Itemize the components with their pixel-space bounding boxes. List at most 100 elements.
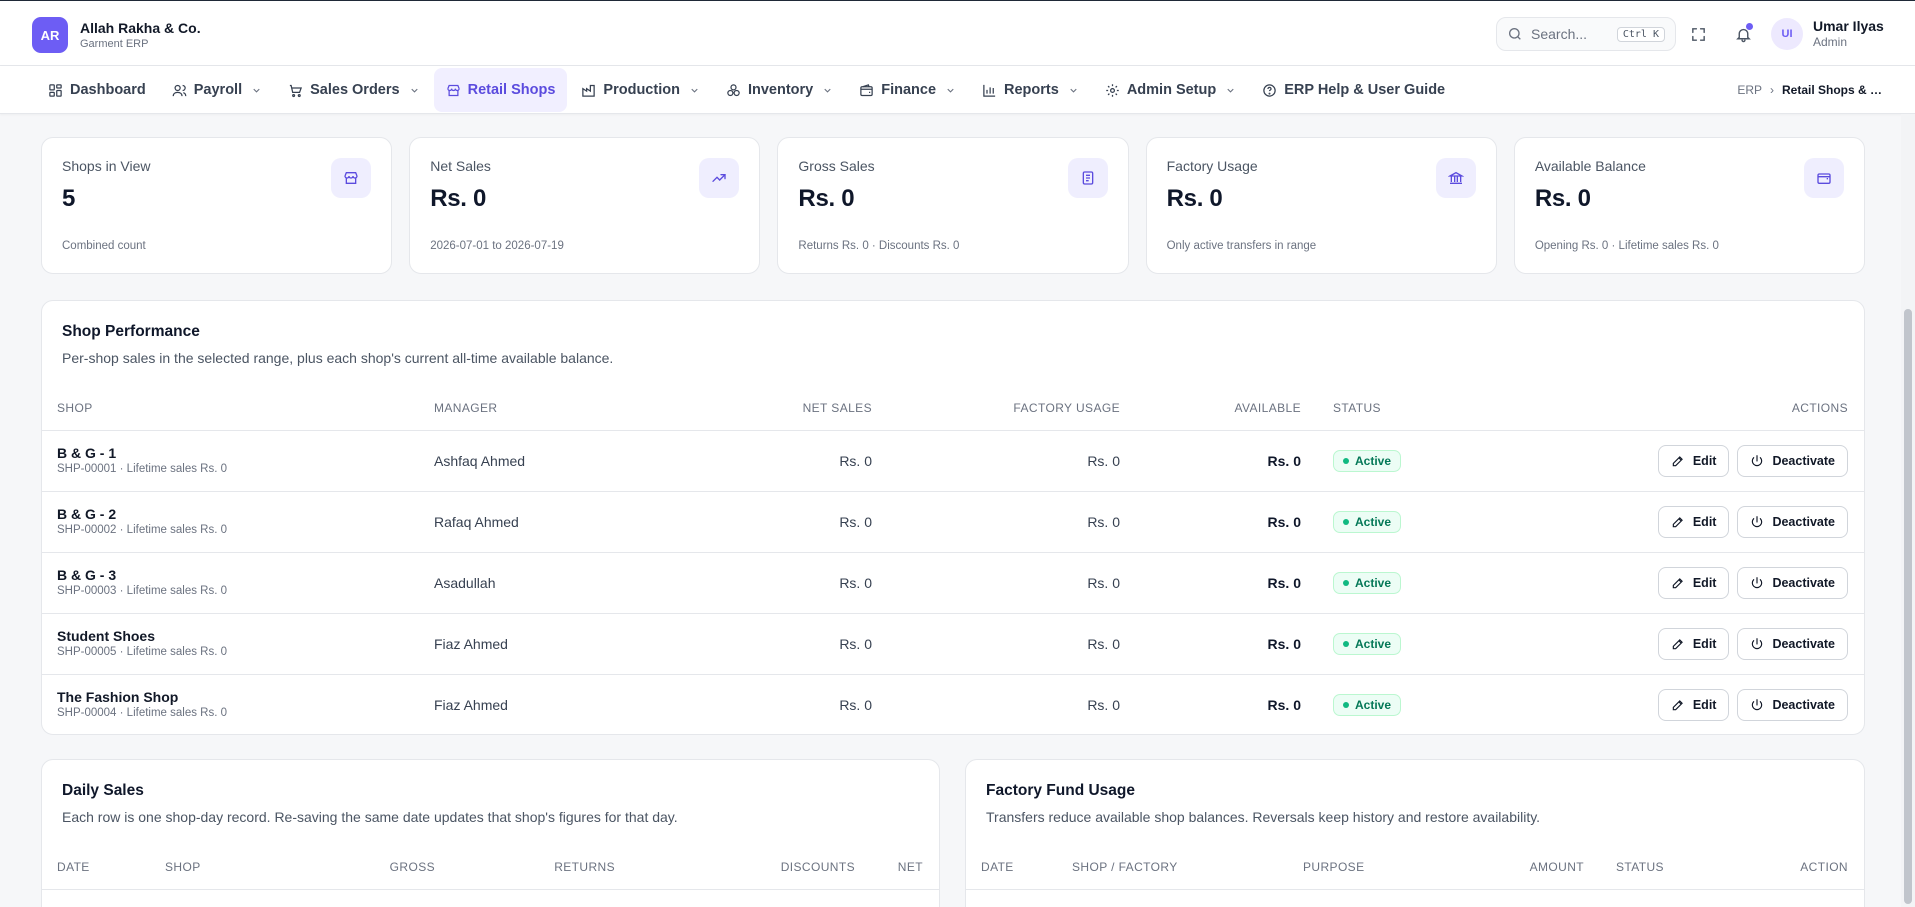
shop-cell: The Fashion Shop SHP-00004 · Lifetime sal… xyxy=(42,674,434,734)
shop-code: SHP-00005 · Lifetime sales Rs. 0 xyxy=(57,645,228,658)
user-menu[interactable]: UI Umar Ilyas Admin xyxy=(1771,18,1884,50)
chevron-down-icon xyxy=(691,88,698,93)
deactivate-button[interactable]: Deactivate xyxy=(1737,505,1848,538)
status-cell: Active xyxy=(1301,430,1421,492)
notifications-button[interactable] xyxy=(1732,23,1754,45)
shop-name: B & G - 2 xyxy=(57,505,117,522)
chevron-down-icon xyxy=(947,88,954,93)
deactivate-button[interactable]: Deactivate xyxy=(1737,566,1848,599)
stat-hint: Combined count xyxy=(62,240,146,252)
edit-button[interactable]: Edit xyxy=(1657,505,1730,538)
top-bar: AR Allah Rakha & Co. Garment ERP Search.… xyxy=(0,0,1915,66)
deactivate-button[interactable]: Deactivate xyxy=(1737,627,1848,660)
edit-icon xyxy=(1672,577,1683,588)
daily-sales-panel: Daily Sales Each row is one shop-day rec… xyxy=(41,759,940,907)
stat-value: Rs. 0 xyxy=(1534,185,1591,212)
column-header-amount: AMOUNT xyxy=(1513,846,1584,890)
trending-up-icon xyxy=(699,158,740,198)
status-cell: Active xyxy=(1301,613,1421,675)
fullscreen-button[interactable] xyxy=(1687,23,1709,45)
nav-production[interactable]: Production xyxy=(569,68,712,112)
boxes-icon xyxy=(727,83,740,96)
search-box[interactable]: Search... Ctrl K xyxy=(1496,17,1676,51)
deactivate-label: Deactivate xyxy=(1772,636,1835,651)
available-cell: Rs. 0 xyxy=(1120,491,1301,553)
nav-label: Sales Orders xyxy=(310,82,400,98)
nav-help-guide[interactable]: ERP Help & User Guide xyxy=(1250,68,1457,112)
stat-label: Gross Sales xyxy=(798,158,875,174)
column-header-actions: ACTIONS xyxy=(1421,387,1864,431)
nav-inventory[interactable]: Inventory xyxy=(714,68,845,112)
net-sales-cell: Rs. 0 xyxy=(839,696,872,713)
edit-button[interactable]: Edit xyxy=(1657,566,1730,599)
shop-cell: B & G - 1 SHP-00001 · Lifetime sales Rs. … xyxy=(42,430,434,492)
status-label: Active xyxy=(1355,575,1392,590)
edit-label: Edit xyxy=(1692,575,1717,590)
actions-cell: Edit Deactivate xyxy=(1421,674,1864,734)
deactivate-button[interactable]: Deactivate xyxy=(1737,444,1848,477)
fullscreen-icon xyxy=(1691,27,1705,41)
nav-label: Retail Shops xyxy=(467,82,556,98)
brand-name: Allah Rakha & Co. xyxy=(80,19,201,36)
net-sales-cell: Rs. 0 xyxy=(594,430,872,492)
chevron-down-icon xyxy=(824,88,831,93)
edit-icon xyxy=(1672,638,1683,649)
stat-label: Available Balance xyxy=(1534,158,1646,174)
power-icon xyxy=(1752,698,1763,710)
chevron-down-icon xyxy=(253,88,260,93)
nav-label: Reports xyxy=(1004,82,1059,98)
column-header-purpose: PURPOSE xyxy=(1303,846,1513,890)
nav-sales-orders[interactable]: Sales Orders xyxy=(276,68,431,112)
shop-name: The Fashion Shop xyxy=(57,688,179,705)
breadcrumb: ERP › Retail Shops & Daily Sales xyxy=(1737,83,1886,97)
column-header-date: DATE xyxy=(966,846,1072,890)
deactivate-label: Deactivate xyxy=(1772,453,1835,468)
nav-reports[interactable]: Reports xyxy=(970,68,1091,112)
page-scrollbar[interactable] xyxy=(1901,114,1915,907)
chevron-down-icon xyxy=(1070,88,1077,93)
table-row: B & G - 1 SHP-00001 · Lifetime sales Rs. … xyxy=(42,430,1864,492)
edit-button[interactable]: Edit xyxy=(1657,627,1730,660)
breadcrumb-root[interactable]: ERP xyxy=(1737,83,1762,97)
nav-dashboard[interactable]: Dashboard xyxy=(36,68,158,112)
users-icon xyxy=(172,84,187,96)
nav-retail-shops[interactable]: Retail Shops xyxy=(433,68,568,112)
manager-cell: Rafaq Ahmed xyxy=(434,491,594,553)
column-header-available: AVAILABLE xyxy=(1120,387,1301,431)
status-badge: Active xyxy=(1333,693,1402,716)
column-header-gross: GROSS xyxy=(285,846,435,890)
edit-button[interactable]: Edit xyxy=(1657,444,1730,477)
actions-cell: Edit Deactivate xyxy=(1421,613,1864,675)
brand-logo: AR xyxy=(32,17,68,53)
edit-label: Edit xyxy=(1692,697,1717,712)
shop-cell: B & G - 2 SHP-00002 · Lifetime sales Rs. … xyxy=(42,491,434,553)
column-header-factory-usage: FACTORY USAGE xyxy=(872,387,1120,431)
receipt-icon xyxy=(1067,158,1108,198)
manager-cell: Asadullah xyxy=(434,552,594,614)
stat-value: Rs. 0 xyxy=(1166,185,1223,212)
scrollbar-thumb[interactable] xyxy=(1904,309,1912,904)
nav-admin-setup[interactable]: Admin Setup xyxy=(1093,68,1248,112)
dashboard-icon xyxy=(49,83,62,97)
stat-hint: Returns Rs. 0 · Discounts Rs. 0 xyxy=(798,240,960,252)
factory-usage-cell: Rs. 0 xyxy=(872,491,1120,553)
status-label: Active xyxy=(1355,514,1392,529)
stat-label: Shops in View xyxy=(62,158,151,174)
brand[interactable]: AR Allah Rakha & Co. Garment ERP xyxy=(32,17,201,53)
nav-label: Finance xyxy=(881,82,937,98)
user-name: Umar Ilyas xyxy=(1813,18,1884,34)
nav-payroll[interactable]: Payroll xyxy=(160,68,274,112)
panel-subtitle: Per-shop sales in the selected range, pl… xyxy=(62,350,614,366)
column-header-status: STATUS xyxy=(1584,846,1734,890)
nav-finance[interactable]: Finance xyxy=(847,68,968,112)
column-header-manager: MANAGER xyxy=(434,387,594,431)
deactivate-button[interactable]: Deactivate xyxy=(1737,688,1848,721)
power-icon xyxy=(1752,515,1763,527)
table-header-row: SHOP MANAGER NET SALES FACTORY USAGE AVA… xyxy=(42,387,1864,431)
status-label: Active xyxy=(1355,636,1392,651)
edit-button[interactable]: Edit xyxy=(1657,688,1730,721)
available-cell: Rs. 0 xyxy=(1120,430,1301,492)
status-dot xyxy=(1343,457,1349,464)
stat-card-shops-in-view: Shops in View 5 Combined count xyxy=(41,137,393,274)
panel-subtitle: Each row is one shop-day record. Re-savi… xyxy=(62,809,678,825)
